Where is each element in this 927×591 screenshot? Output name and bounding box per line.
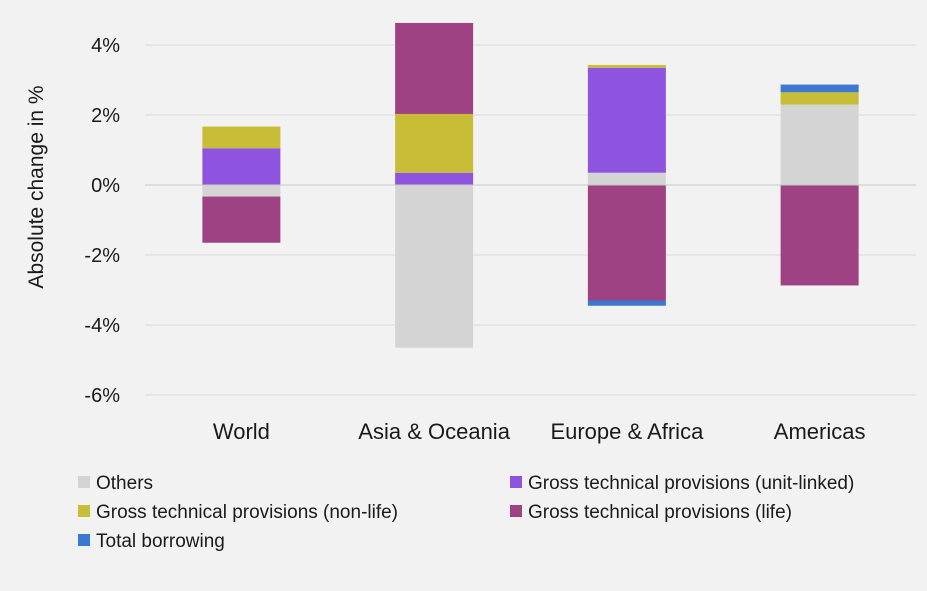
bar-segment xyxy=(780,84,859,93)
bar-segment xyxy=(780,92,859,105)
category-label: Americas xyxy=(774,419,866,444)
bar-segment xyxy=(587,172,666,185)
legend: Others Gross technical provisions (unit-l… xyxy=(78,473,854,552)
bar-segment xyxy=(395,172,474,185)
category-label: Europe & Africa xyxy=(550,419,704,444)
category-label: World xyxy=(213,419,270,444)
y-tick-label: -6% xyxy=(84,385,120,407)
legend-label: Gross technical provisions (unit-linked) xyxy=(528,473,854,494)
bar-segment xyxy=(587,185,666,301)
bar-segment xyxy=(202,148,281,185)
category-labels: World Asia & Oceania Europe & Africa Americ… xyxy=(213,419,866,444)
bar-segment xyxy=(395,22,474,114)
bar-segment xyxy=(587,300,666,306)
bars xyxy=(202,22,859,348)
legend-label: Gross technical provisions (non-life) xyxy=(96,502,398,523)
legend-label: Total borrowing xyxy=(96,531,225,552)
bar-segment xyxy=(780,104,859,185)
category-label: Asia & Oceania xyxy=(358,419,510,444)
legend-swatch xyxy=(78,534,90,546)
y-tick-label: -4% xyxy=(84,315,120,337)
bar-segment xyxy=(202,126,281,149)
y-tick-label: 4% xyxy=(91,35,120,57)
legend-label: Gross technical provisions (life) xyxy=(528,502,792,523)
y-tick-label: 0% xyxy=(91,175,120,197)
bar-segment xyxy=(202,196,281,243)
bar-segment xyxy=(587,64,666,68)
bar-segment xyxy=(202,185,281,197)
bar-segment xyxy=(395,113,474,173)
legend-label: Others xyxy=(96,473,153,494)
legend-swatch xyxy=(78,505,90,517)
legend-swatch xyxy=(510,476,522,488)
legend-swatch xyxy=(510,505,522,517)
bar-segment xyxy=(587,67,666,173)
legend-swatch xyxy=(78,476,90,488)
bar-segment xyxy=(395,185,474,348)
y-axis-title: Absolute change in % xyxy=(25,85,48,288)
y-tick-labels: 4% 2% 0% -2% -4% -6% xyxy=(84,35,120,407)
y-tick-label: 2% xyxy=(91,105,120,127)
bar-segment xyxy=(780,185,859,286)
y-tick-label: -2% xyxy=(84,245,120,267)
